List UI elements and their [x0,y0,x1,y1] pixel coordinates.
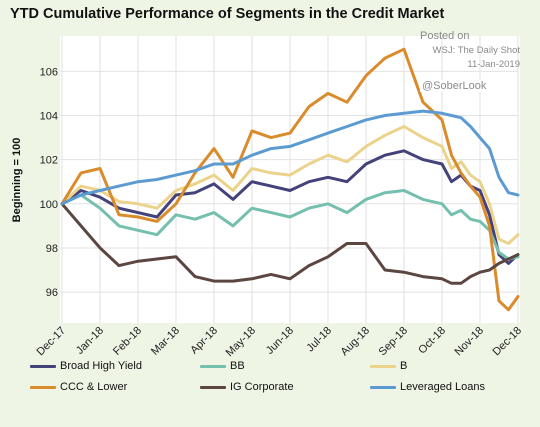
y-tick-label: 98 [46,243,58,255]
legend-swatch [370,364,396,368]
legend-item-ig-corporate: IG Corporate [200,381,294,393]
y-tick-label: 96 [46,287,58,299]
y-tick-label: 102 [40,155,58,167]
source-credit: Posted on WSJ: The Daily Shot 11-Jan-201… [380,30,520,70]
source-handle: @SoberLook [420,80,489,92]
series-line-bb [60,189,520,261]
x-tick-label: Dec-17 [35,325,69,359]
legend-label: B [400,360,408,372]
legend-swatch [200,364,226,368]
source-name: WSJ: The Daily Shot [432,45,520,56]
series-line-leveraged-loans [60,109,520,206]
x-tick-label: Jul-18 [304,325,334,355]
series-line-ccc-lower [60,47,520,312]
x-tick-label: Mar-18 [149,325,182,358]
legend-item-b: B [370,360,407,372]
x-tick-label: Jan-18 [74,325,106,357]
source-date: 11-Jan-2019 [467,59,520,70]
legend-label: Broad High Yield [60,360,142,372]
legend-label: CCC & Lower [60,381,128,393]
x-tick-label: Aug-18 [339,325,373,359]
x-tick-label: May-18 [224,325,258,359]
x-tick-label: Feb-18 [111,325,144,358]
legend-item-bb: BB [200,360,245,372]
x-tick-label: Oct-18 [416,325,448,357]
y-tick-label: 100 [40,199,58,211]
x-tick-label: Nov-18 [453,325,487,359]
y-axis-label: Beginning = 100 [11,138,23,223]
x-tick-label: Apr-18 [188,325,220,357]
chart-title: YTD Cumulative Performance of Segments i… [10,6,445,22]
legend-swatch [200,385,226,389]
series-line-b [60,125,520,245]
legend-swatch [370,385,396,389]
legend-label: Leveraged Loans [400,381,486,393]
x-tick-label: Jun-18 [264,325,296,357]
series-lines [60,47,520,312]
x-tick-label: Dec-18 [491,325,525,359]
y-axis: 96 98 100 102 104 106 [40,66,58,299]
legend-item-ccc-lower: CCC & Lower [30,381,127,393]
y-tick-label: 106 [40,66,58,78]
series-line-ig-corporate [60,202,520,285]
posted-on-label: Posted on [420,30,470,42]
legend-swatch [30,385,56,389]
legend-label: IG Corporate [230,381,294,393]
x-axis: Dec-17 Jan-18 Feb-18 Mar-18 Apr-18 May-18 Jun-… [35,325,525,359]
legend-item-broad-high-yield: Broad High Yield [30,360,142,372]
x-tick-label: Sep-18 [377,325,411,359]
legend-label: BB [230,360,245,372]
y-tick-label: 104 [40,110,58,122]
legend-item-leveraged-loans: Leveraged Loans [370,381,485,393]
legend-swatch [30,364,56,368]
